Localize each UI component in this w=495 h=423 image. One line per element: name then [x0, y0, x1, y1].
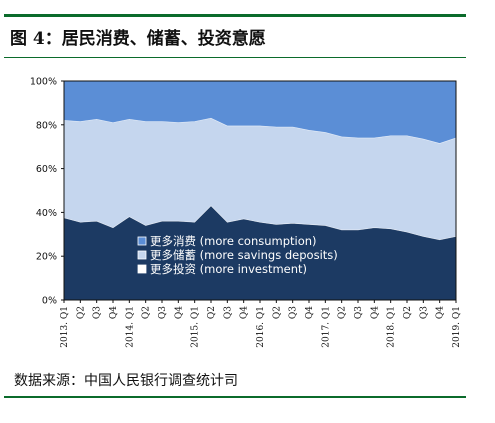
x-tick-label: 2015. Q1 [191, 306, 201, 348]
x-tick-label: 2019. Q1 [452, 306, 462, 348]
legend-label: 更多储蓄 (more savings deposits) [150, 248, 338, 262]
x-tick-label: Q2 [76, 306, 86, 319]
x-tick-label: Q4 [305, 306, 315, 319]
y-tick-label: 40% [36, 208, 57, 219]
x-tick-label: Q3 [289, 306, 299, 319]
top-rule [4, 14, 466, 17]
x-tick-label: Q4 [436, 306, 446, 319]
x-tick-label: Q2 [338, 306, 348, 319]
x-tick-label: Q2 [403, 306, 413, 319]
x-tick-label: Q4 [240, 306, 250, 319]
x-tick-label: 2018. Q1 [387, 306, 397, 348]
x-tick-label: 2014. Q1 [125, 306, 135, 348]
y-tick-label: 20% [36, 252, 57, 263]
legend-label: 更多消费 (more consumption) [150, 234, 317, 248]
x-tick-label: Q3 [158, 306, 168, 319]
stacked-area-chart: 0% 20% 40% 60% 80% 100% 2013. Q1 Q2 Q3 Q4 2014. Q1… [30, 77, 462, 348]
legend-swatch [137, 264, 147, 274]
y-tick-label: 0% [42, 296, 57, 307]
title-rule [4, 57, 466, 58]
x-tick-label: 2017. Q1 [321, 306, 331, 348]
x-tick-label: 2016. Q1 [256, 306, 266, 348]
x-tick-label: Q4 [174, 306, 184, 319]
series-boundary-2 [63, 117, 457, 144]
legend-label: 更多投资 (more investment) [150, 262, 307, 276]
y-tick-label: 80% [36, 120, 57, 131]
x-tick-label: Q3 [223, 306, 233, 319]
x-tick-label: Q2 [272, 306, 282, 319]
x-tick-label: Q2 [207, 306, 217, 319]
x-tick-label: Q3 [419, 306, 429, 319]
area-series-1 [64, 205, 456, 300]
bottom-rule [4, 396, 466, 398]
x-tick-label: Q3 [354, 306, 364, 319]
area-series-2 [64, 118, 456, 240]
legend-swatch [137, 250, 147, 260]
x-tick-label: Q3 [93, 306, 103, 319]
source-note: 数据来源：中国人民银行调查统计司 [14, 373, 238, 389]
figure-title: 图 4：居民消费、储蓄、投资意愿 [10, 29, 266, 49]
y-tick-label: 100% [30, 77, 57, 88]
y-tick-label: 60% [36, 164, 57, 175]
x-tick-label: Q4 [370, 306, 380, 319]
area-series-3 [64, 81, 456, 144]
x-tick-label: Q2 [142, 306, 152, 319]
legend-swatch [137, 236, 147, 246]
series-boundary-1 [63, 205, 457, 241]
x-tick-label: 2013. Q1 [60, 306, 70, 348]
x-tick-label: Q4 [109, 306, 119, 319]
